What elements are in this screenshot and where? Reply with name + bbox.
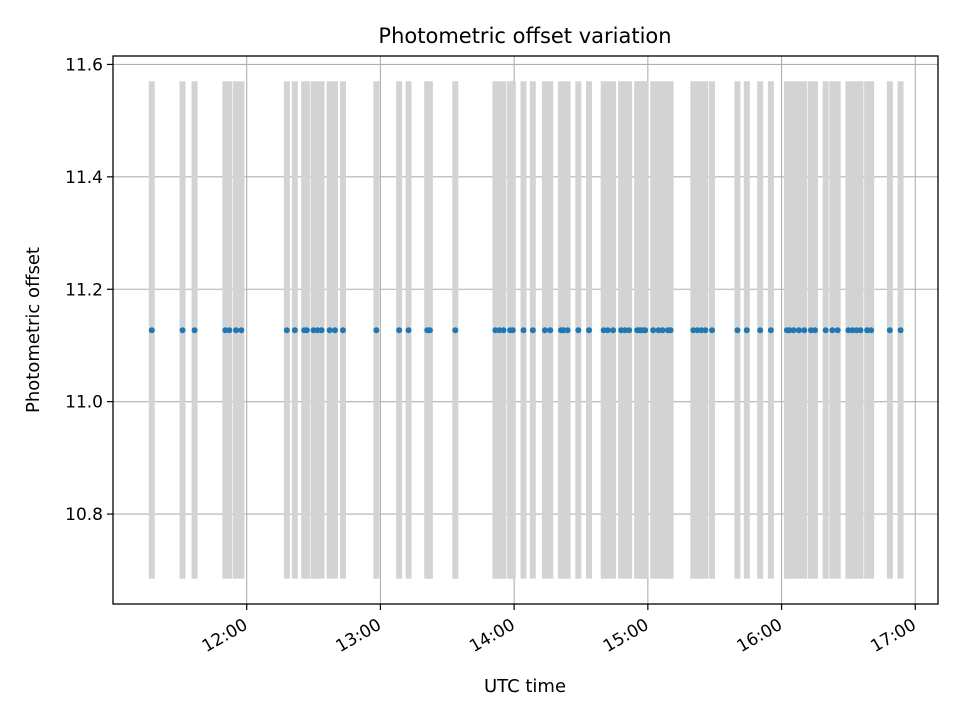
data-point	[191, 327, 198, 334]
data-point	[610, 327, 617, 334]
data-point	[829, 327, 836, 334]
data-point	[834, 327, 841, 334]
data-point	[795, 327, 802, 334]
data-point	[509, 327, 516, 334]
data-point	[767, 327, 774, 334]
data-point	[520, 327, 527, 334]
data-point	[743, 327, 750, 334]
data-point	[226, 327, 233, 334]
data-point	[667, 327, 674, 334]
data-point	[326, 327, 333, 334]
data-point	[811, 327, 818, 334]
data-point	[452, 327, 459, 334]
data-point	[575, 327, 582, 334]
data-point	[801, 327, 808, 334]
data-point	[303, 327, 310, 334]
y-tick-label: 11.2	[65, 280, 103, 300]
data-point	[897, 327, 904, 334]
data-point	[373, 327, 380, 334]
data-point	[564, 327, 571, 334]
data-point	[702, 327, 709, 334]
y-tick-label: 10.8	[65, 505, 103, 525]
data-point	[857, 327, 864, 334]
data-point	[148, 327, 155, 334]
data-point	[586, 327, 593, 334]
y-axis-ticks: 10.8 11.0 11.2 11.4 11.6	[65, 55, 113, 525]
data-point	[734, 327, 741, 334]
data-point	[604, 327, 611, 334]
data-point	[179, 327, 186, 334]
y-tick-label: 11.6	[65, 55, 103, 75]
data-point	[886, 327, 893, 334]
data-point	[283, 327, 290, 334]
plot-frame	[112, 55, 939, 605]
data-point	[233, 327, 240, 334]
data-point	[709, 327, 716, 334]
y-tick-label: 11.4	[65, 168, 103, 188]
data-point	[626, 327, 633, 334]
x-axis-label: UTC time	[484, 676, 566, 697]
y-axis-label: Photometric offset	[23, 247, 44, 413]
data-point	[396, 327, 403, 334]
data-point	[318, 327, 325, 334]
data-point	[500, 327, 507, 334]
data-point	[757, 327, 764, 334]
data-point	[868, 327, 875, 334]
data-point	[650, 327, 657, 334]
data-point	[541, 327, 548, 334]
data-point	[339, 327, 346, 334]
data-point	[405, 327, 412, 334]
data-point	[659, 327, 666, 334]
chart-title: Photometric offset variation	[378, 24, 671, 48]
data-point	[529, 327, 536, 334]
data-points	[148, 327, 904, 334]
data-point	[426, 327, 433, 334]
data-point	[331, 327, 338, 334]
data-point	[547, 327, 554, 334]
data-point	[642, 327, 649, 334]
data-point	[790, 327, 797, 334]
data-point	[238, 327, 245, 334]
data-point	[822, 327, 829, 334]
data-point	[291, 327, 298, 334]
y-tick-label: 11.0	[65, 393, 103, 413]
